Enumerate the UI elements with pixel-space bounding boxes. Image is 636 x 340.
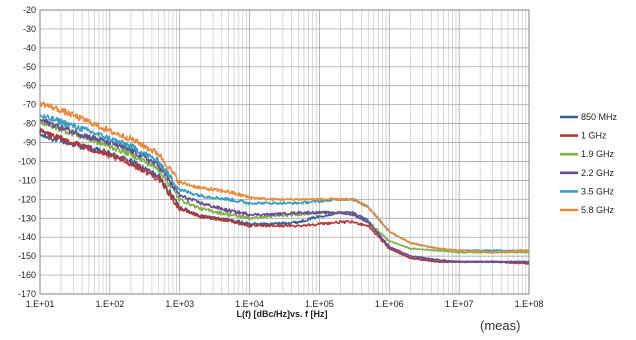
y-tick-label: -80: [23, 119, 36, 129]
y-tick-label: -20: [23, 5, 36, 15]
series-line-5: [39, 101, 530, 254]
legend-label-1: 1 GHz: [581, 131, 607, 141]
x-tick-label: 1.E+05: [305, 299, 334, 309]
plot-border: [39, 9, 530, 295]
y-axis-tick-labels: -20 -30 -40 -50 -60 -70 -80 -90 -100 -110 -120 -130…: [18, 5, 36, 299]
y-tick-label: -110: [19, 175, 36, 185]
grid-lines: [39, 9, 530, 295]
y-tick-label: -140: [18, 232, 36, 242]
measurement-note: (meas): [480, 318, 521, 333]
x-axis-title: L(f) [dBc/Hz]vs. f [Hz]: [237, 309, 328, 319]
legend-label-3: 2.2 GHz: [581, 168, 615, 178]
x-tick-label: 1.E+03: [165, 299, 194, 309]
y-tick-label: -50: [23, 62, 36, 72]
legend-label-4: 3.5 GHz: [581, 186, 615, 196]
y-tick-label: -90: [23, 138, 36, 148]
plot-area-frame: [39, 9, 530, 295]
legend-label-5: 5.8 GHz: [581, 205, 615, 215]
series-lines: [39, 101, 530, 265]
y-tick-label: -60: [23, 81, 36, 91]
y-tick-label: -150: [18, 251, 36, 261]
x-tick-label: 1.E+08: [515, 299, 544, 309]
y-tick-label: -100: [18, 156, 36, 166]
y-tick-label: -160: [18, 270, 36, 280]
x-tick-label: 1.E+01: [26, 299, 55, 309]
x-tick-label: 1.E+04: [235, 299, 264, 309]
legend-label-0: 850 MHz: [581, 112, 618, 122]
x-tick-label: 1.E+06: [375, 299, 404, 309]
y-tick-label: -130: [18, 213, 36, 223]
x-tick-label: 1.E+07: [445, 299, 474, 309]
y-tick-label: -40: [23, 43, 36, 53]
series-line-3: [39, 118, 530, 264]
y-tick-label: -120: [18, 194, 36, 204]
x-axis-tick-labels: 1.E+01 1.E+02 1.E+03 1.E+04 1.E+05 1.E+06 1.E+…: [26, 299, 544, 309]
y-tick-label: -30: [23, 24, 36, 34]
series-line-2: [39, 120, 530, 254]
legend: 850 MHz 1 GHz 1.9 GHz 2.2 GHz 3.5 GHz 5.8 GHz: [560, 112, 618, 215]
x-tick-label: 1.E+02: [95, 299, 124, 309]
y-tick-label: -70: [23, 100, 36, 110]
legend-label-2: 1.9 GHz: [581, 149, 615, 159]
y-tick-label: -170: [18, 289, 36, 299]
